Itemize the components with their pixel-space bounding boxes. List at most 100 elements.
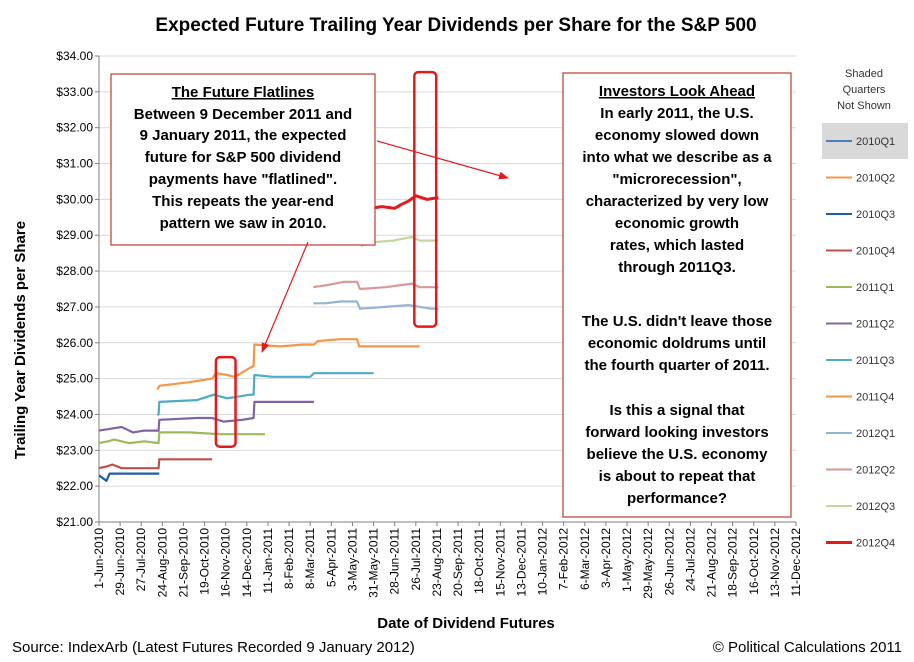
legend-label: 2012Q4 [856,538,895,550]
legend-label: 2011Q3 [856,355,894,367]
series-line-2010Q4 [98,458,213,470]
y-tick-label: $34.00 [56,49,93,63]
x-tick-label: 6-Mar-2012 [578,528,592,590]
callout-right-line: characterized by very low [586,193,769,210]
callout-right: Investors Look Ahead In early 2011, the … [562,72,792,518]
source-note: Source: IndexArb (Latest Futures Recorde… [12,639,415,656]
callout-right-line: forward looking investors [585,424,768,441]
callout-left-line: future for S&P 500 dividend [145,149,341,166]
x-tick-label: 10-Jan-2012 [536,528,550,596]
series-line-2011Q3 [157,372,374,416]
callout-right-line: believe the U.S. economy [587,446,769,463]
callout-right-line: "microrecession", [612,171,741,188]
y-tick-label: $31.00 [56,157,93,171]
y-tick-label: $29.00 [56,228,93,242]
x-tick-label: 26-Jun-2012 [662,528,676,596]
x-tick-label: 19-Oct-2010 [198,528,212,595]
y-tick-labels: $21.00 $22.00 $23.00 $24.00 $25.00 $26.00 $27.… [56,49,93,529]
y-tick-label: $27.00 [56,300,93,314]
legend-label: 2011Q4 [856,392,894,404]
x-tick-label: 15-Nov-2011 [493,528,507,597]
x-tick-label: 11-Jan-2011 [261,528,275,594]
x-tick-labels: 1-Jun-2010 29-Jun-2010 27-Jul-2010 24-Aug-2… [92,522,803,599]
series-line-2011Q1 [98,431,265,445]
arrow-to-left-highlight [261,241,309,353]
x-tick-label: 8-Feb-2011 [282,528,296,589]
callout-right-line: economic doldrums until [588,335,766,352]
x-tick-label: 26-Jul-2011 [409,528,423,591]
callout-left-box [110,73,376,246]
legend-title-line: Not Shown [837,100,891,112]
x-tick-label: 28-Jun-2011 [388,528,402,595]
callout-right-line: the fourth quarter of 2011. [584,357,769,374]
x-tick-label: 29-May-2012 [641,528,655,599]
callout-right-title: Investors Look Ahead [599,83,755,100]
y-tick-label: $32.00 [56,121,93,135]
x-tick-label: 16-Oct-2012 [747,528,761,595]
arrow-to-right-highlight [376,140,509,180]
x-tick-label: 13-Dec-2011 [514,528,528,597]
series-line-2012Q2 [313,280,439,291]
callout-left-title: The Future Flatlines [172,84,315,101]
callout-left-line: Between 9 December 2011 and [134,106,352,123]
x-tick-label: 3-May-2011 [345,528,359,591]
callout-left-line: pattern we saw in 2010. [160,215,327,232]
legend-label: 2011Q2 [856,319,894,331]
series-line-2012Q1 [313,300,439,310]
y-tick-label: $25.00 [56,372,93,386]
x-axis-label: Date of Dividend Futures [377,615,555,632]
y-tick-label: $30.00 [56,192,93,206]
x-tick-label: 3-Apr-2012 [599,528,613,588]
x-tick-label: 8-Mar-2011 [303,528,317,589]
copyright-note: © Political Calculations 2011 [713,639,902,656]
legend-label: 2010Q1 [856,136,895,148]
highlight-box-2 [413,70,438,328]
legend-label: 2011Q1 [856,282,894,294]
legend-label: 2010Q2 [856,173,895,185]
x-tick-label: 24-Jul-2012 [683,528,697,592]
x-tick-label: 24-Aug-2010 [155,528,169,598]
x-tick-label: 16-Nov-2010 [219,528,233,598]
legend: Shaded Quarters Not Shown 2010Q1 2010Q2 20… [822,68,908,550]
callout-right-line: economy slowed down [595,127,759,144]
callout-right-line: into what we describe as a [582,149,772,166]
x-tick-label: 7-Feb-2012 [557,528,571,590]
callout-left-line: payments have "flatlined". [149,171,337,188]
callout-right-line: is about to repeat that [599,468,756,485]
callout-right-box [562,72,792,518]
legend-label: 2012Q2 [856,465,895,477]
legend-label: 2010Q4 [856,246,895,258]
x-tick-label: 21-Aug-2012 [705,528,719,598]
y-tick-label: $28.00 [56,264,93,278]
chart-title: Expected Future Trailing Year Dividends … [155,15,756,36]
highlight-boxes [214,70,438,448]
callout-right-line: economic growth [615,215,739,232]
callout-right-line: through 2011Q3. [618,259,736,276]
x-tick-label: 23-Aug-2011 [430,528,444,597]
y-tick-label: $21.00 [56,515,93,529]
y-axis-label: Trailing Year Dividends per Share [12,221,29,459]
y-tick-label: $23.00 [56,443,93,457]
x-tick-label: 27-Jul-2010 [134,528,148,592]
legend-label: 2010Q3 [856,209,895,221]
x-tick-label: 21-Sep-2010 [176,528,190,598]
legend-label: 2012Q3 [856,501,895,513]
x-tick-label: 13-Nov-2012 [768,528,782,598]
series-line-2011Q2 [98,400,314,434]
x-tick-label: 18-Oct-2011 [472,528,486,594]
callout-right-line: The U.S. didn't leave those [582,313,772,330]
callout-right-line: In early 2011, the U.S. [600,105,753,122]
x-tick-label: 1-May-2012 [620,528,634,592]
x-tick-label: 11-Dec-2012 [789,528,803,597]
x-tick-label: 18-Sep-2012 [726,528,740,598]
callout-left-line: This repeats the year-end [152,193,334,210]
x-tick-label: 1-Jun-2010 [92,528,106,589]
y-tick-label: $22.00 [56,479,93,493]
legend-title-line: Shaded [845,68,883,80]
x-tick-label: 5-Apr-2011 [324,528,338,587]
callout-right-line: Is this a signal that [609,402,744,419]
legend-label: 2012Q1 [856,428,895,440]
x-tick-label: 31-May-2011 [367,528,381,598]
x-tick-label: 20-Sep-2011 [451,528,465,597]
